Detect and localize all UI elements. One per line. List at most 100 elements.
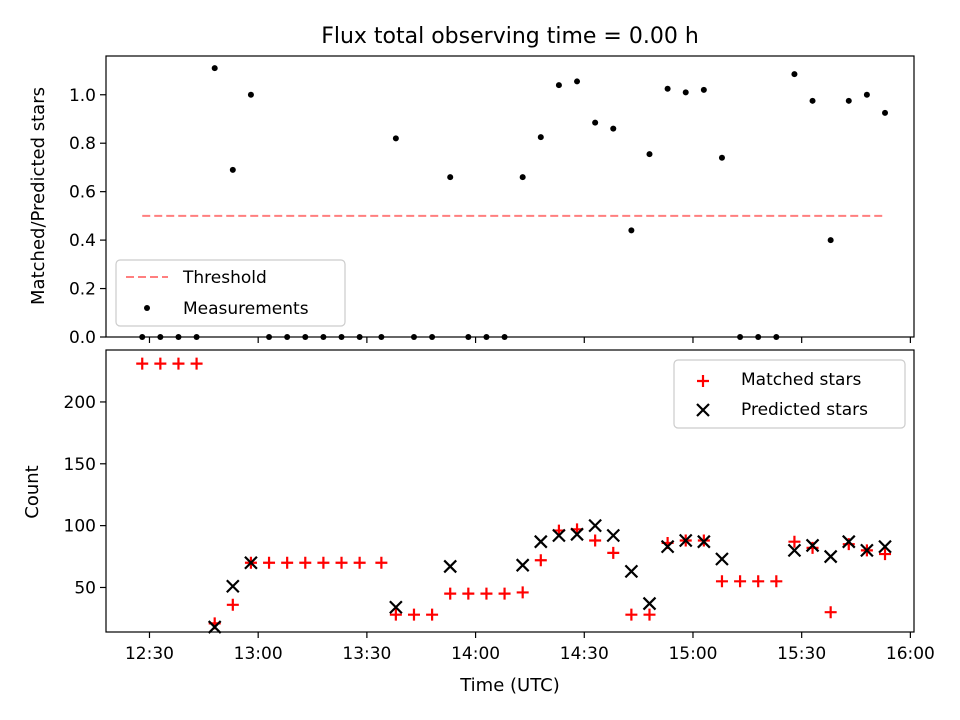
predicted-stars-point: [642, 596, 657, 611]
predicted-stars-point: [570, 527, 584, 542]
legend-predicted-label: Predicted stars: [741, 400, 868, 420]
bottom-legend-box: [673, 359, 906, 429]
predicted-stars-point: [805, 538, 820, 553]
matched-stars-point: [136, 357, 149, 370]
predicted-stars-point: [207, 620, 222, 634]
x-tick-label: 15:00: [668, 644, 717, 664]
predicted-stars-point: [697, 534, 711, 549]
predicted-stars-point: [226, 579, 240, 594]
ratio-panel: 0.0 0.2 0.4 0.6 0.8 1.0 Threshold Measurements: [69, 55, 915, 348]
legend-matched-label: Matched stars: [741, 370, 861, 390]
measurement-point: [845, 97, 852, 104]
top-y-tick-label: 0.0: [69, 328, 96, 348]
matched-stars-point: [824, 606, 837, 619]
predicted-stars-point: [823, 549, 838, 564]
measurement-point: [247, 91, 254, 98]
bottom-y-axis-label: Count: [22, 465, 43, 518]
measurement-point: [610, 125, 617, 132]
predicted-stars-point: [678, 533, 693, 548]
top-y-axis-label: Matched/Predicted stars: [28, 87, 49, 305]
measurement-point: [574, 78, 581, 85]
measurement-point: [628, 227, 635, 234]
matched-stars-point: [498, 587, 511, 600]
predicted-stars-point: [244, 555, 258, 570]
matched-stars-point: [516, 586, 529, 599]
matched-stars-point: [534, 554, 547, 567]
measurement-point: [211, 65, 218, 72]
measurement-point: [682, 89, 689, 96]
predicted-stars-point: [389, 600, 403, 615]
matched-stars-point: [643, 608, 656, 621]
x-tick-label: 13:00: [234, 644, 283, 664]
top-y-tick-label: 0.6: [69, 183, 96, 203]
predicted-stars-point: [860, 543, 874, 558]
predicted-stars-point: [842, 534, 856, 549]
measurement-point: [592, 119, 599, 126]
top-y-tick-label: 0.8: [69, 134, 96, 154]
x-axis-label: Time (UTC): [459, 675, 560, 696]
matched-stars-point: [407, 608, 420, 621]
matched-stars-point: [462, 587, 475, 600]
matched-stars-point: [353, 556, 366, 569]
matched-stars-point: [389, 608, 402, 621]
legend-predicted-swatch: [696, 403, 710, 417]
matched-stars-point: [879, 548, 892, 561]
matched-stars-point: [607, 546, 620, 559]
measurement-point: [392, 135, 399, 142]
matched-stars-point: [299, 556, 312, 569]
bottom-y-tick-label: 200: [64, 393, 96, 413]
matched-stars-point: [154, 357, 167, 370]
predicted-stars-point: [443, 559, 457, 574]
matched-stars-point: [335, 556, 348, 569]
bottom-plot-frame: [105, 349, 915, 633]
measurement-point: [882, 109, 889, 116]
matched-stars-point: [734, 575, 747, 588]
legend-threshold-label: Threshold: [182, 268, 267, 288]
x-tick-label: 13:30: [342, 644, 391, 664]
measurement-point: [229, 166, 236, 173]
top-y-tick-label: 1.0: [69, 86, 96, 106]
measurement-point: [537, 134, 544, 141]
bottom-y-tick-label: 150: [64, 455, 96, 475]
predicted-stars-point: [588, 518, 602, 533]
x-tick-label: 16:00: [886, 644, 935, 664]
predicted-stars-point: [878, 539, 892, 554]
measurement-point: [700, 86, 707, 93]
top-plot-frame: [105, 55, 915, 338]
measurement-point: [791, 71, 798, 78]
count-panel: 50 100 150 200 12:30 13:00 13:30 14:00 14:30 15:0…: [64, 349, 935, 664]
matched-stars-point: [715, 575, 728, 588]
figure-title: Flux total observing time = 0.00 h: [321, 24, 699, 49]
top-y-tick-label: 0.4: [69, 231, 96, 251]
predicted-stars-point: [515, 558, 530, 572]
matched-stars-point: [172, 357, 185, 370]
predicted-stars-point: [606, 528, 621, 543]
predicted-stars-point: [552, 528, 566, 543]
matched-stars-point: [317, 556, 330, 569]
measurement-point: [863, 91, 870, 98]
matched-stars-point: [444, 587, 457, 600]
measurement-point: [809, 97, 816, 104]
bottom-y-tick-label: 100: [64, 517, 96, 537]
predicted-stars-point: [787, 543, 802, 558]
matched-stars-point: [625, 608, 638, 621]
top-y-tick-label: 0.2: [69, 280, 96, 300]
top-legend-box: [115, 259, 346, 327]
measurement-point: [718, 154, 725, 161]
measurement-point: [646, 151, 653, 158]
bottom-y-tick-label: 50: [74, 578, 96, 598]
measurement-point: [827, 237, 834, 244]
matched-stars-point: [375, 556, 388, 569]
matched-stars-point: [480, 587, 493, 600]
predicted-stars-point: [715, 552, 729, 566]
matched-stars-point: [281, 556, 294, 569]
measurement-point: [447, 174, 454, 181]
matched-stars-point: [788, 535, 801, 548]
matched-stars-point: [263, 556, 276, 569]
matched-stars-point: [190, 357, 203, 370]
legend-measurements-label: Measurements: [183, 299, 309, 319]
measurement-point: [519, 174, 526, 181]
x-tick-label: 15:30: [777, 644, 826, 664]
predicted-stars-point: [624, 564, 639, 579]
